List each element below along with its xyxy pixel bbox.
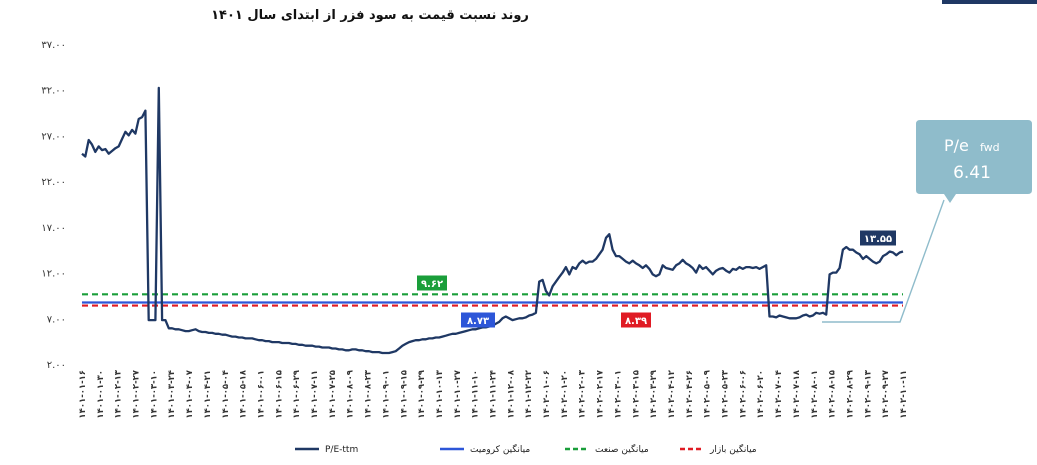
x-tick-label: ۱۴۰۲-۰۴-۱۲ bbox=[667, 369, 677, 418]
x-tick-label: ۱۴۰۱-۰۳-۱۰ bbox=[149, 370, 159, 419]
y-axis: ۲.۰۰ ۷.۰۰ ۱۲.۰۰ ۱۷.۰۰ ۲۲.۰۰ ۲۷.۰۰ ۳۲.۰۰ ۳۷.۰۰ bbox=[41, 40, 66, 371]
callout-sublabel: fwd bbox=[980, 141, 1000, 154]
data-label-box bbox=[461, 312, 495, 328]
x-tick-label: ۱۴۰۱-۰۹-۲۹ bbox=[417, 369, 427, 418]
x-tick-label: ۱۴۰۱-۰۵-۰۴ bbox=[221, 370, 231, 419]
x-tick-label: ۱۴۰۲-۰۷-۱۸ bbox=[792, 369, 802, 418]
reference-lines bbox=[82, 293, 903, 307]
x-tick-label: ۱۴۰۲-۰۱-۰۶ bbox=[542, 370, 552, 419]
x-tick-label: ۱۴۰۲-۰۴-۲۶ bbox=[685, 370, 695, 419]
y-tick-label: ۱۷.۰۰ bbox=[41, 223, 66, 234]
data-label-box bbox=[417, 275, 447, 291]
data-label: ۸.۳۹ bbox=[625, 316, 647, 327]
data-label: ۱۳.۵۵ bbox=[864, 234, 892, 245]
x-tick-label: ۱۴۰۲-۰۱-۲۰ bbox=[560, 370, 570, 419]
x-tick-label: ۱۴۰۱-۰۶-۱۵ bbox=[274, 370, 284, 419]
x-tick-label: ۱۴۰۱-۰۱-۱۶ bbox=[78, 370, 88, 419]
x-tick-label: ۱۴۰۲-۰۷-۰۴ bbox=[774, 370, 784, 419]
corner-accent-bar bbox=[942, 0, 1037, 4]
x-tick-label: ۱۴۰۱-۰۲-۲۷ bbox=[132, 369, 142, 418]
legend-entry: P/E-ttm bbox=[325, 445, 358, 455]
y-tick-label: ۳۷.۰۰ bbox=[41, 40, 66, 51]
y-tick-label: ۲۲.۰۰ bbox=[41, 177, 66, 188]
x-axis: ۱۴۰۱-۰۱-۱۶ ۱۴۰۱-۰۱-۳۰ ۱۴۰۱-۰۲-۱۳ ۱۴۰۱-۰۲-۲۷… bbox=[78, 369, 909, 418]
x-tick-label: ۱۴۰۱-۱۲-۲۲ bbox=[524, 369, 534, 418]
x-tick-label: ۱۴۰۲-۰۲-۰۳ bbox=[578, 369, 588, 418]
x-tick-label: ۱۴۰۱-۰۴-۰۷ bbox=[185, 369, 195, 418]
x-tick-label: ۱۴۰۱-۰۶-۰۱ bbox=[256, 370, 266, 419]
x-tick-label: ۱۴۰۱-۰۴-۲۱ bbox=[203, 370, 213, 419]
x-tick-label: ۱۴۰۱-۱۱-۱۰ bbox=[471, 370, 481, 419]
x-tick-label: ۱۴۰۱-۰۵-۱۸ bbox=[239, 369, 249, 418]
y-tick-label: ۷.۰۰ bbox=[47, 314, 66, 325]
callout-value: 6.41 bbox=[953, 163, 991, 183]
x-tick-label: ۱۴۰۱-۰۷-۲۵ bbox=[328, 370, 338, 419]
data-label-box bbox=[621, 312, 651, 328]
callout-leader-line bbox=[822, 199, 945, 323]
data-labels: ۹.۶۲ ۸.۷۳ ۸.۳۹ ۱۳.۵۵ bbox=[417, 230, 896, 328]
x-tick-label: ۱۴۰۱-۰۲-۱۳ bbox=[114, 369, 124, 418]
x-tick-label: ۱۴۰۱-۱۲-۰۸ bbox=[506, 369, 516, 418]
legend-entry: میانگین بازار bbox=[709, 443, 757, 455]
x-tick-label: ۱۴۰۲-۰۸-۰۱ bbox=[810, 370, 820, 419]
y-tick-label: ۱۲.۰۰ bbox=[41, 269, 66, 280]
legend-entry: میانگین صنعت bbox=[595, 443, 649, 455]
x-tick-label: ۱۴۰۱-۰۶-۲۹ bbox=[292, 369, 302, 418]
x-tick-label: ۱۴۰۲-۱۰-۱۱ bbox=[899, 370, 909, 419]
x-tick-label: ۱۴۰۱-۱۰-۱۳ bbox=[435, 369, 445, 418]
x-tick-label: ۱۴۰۱-۱۱-۲۴ bbox=[489, 370, 499, 419]
data-label: ۸.۷۳ bbox=[467, 316, 489, 327]
x-tick-label: ۱۴۰۱-۱۰-۲۷ bbox=[453, 369, 463, 418]
x-tick-label: ۱۴۰۲-۰۵-۲۳ bbox=[721, 369, 731, 418]
x-tick-label: ۱۴۰۲-۰۳-۰۱ bbox=[613, 370, 623, 419]
x-tick-label: ۱۴۰۲-۰۹-۲۷ bbox=[881, 369, 891, 418]
x-tick-label: ۱۴۰۱-۰۹-۰۱ bbox=[381, 370, 391, 419]
x-tick-label: ۱۴۰۲-۰۶-۰۶ bbox=[738, 370, 748, 419]
x-tick-label: ۱۴۰۲-۰۸-۱۵ bbox=[828, 370, 838, 419]
x-tick-label: ۱۴۰۲-۰۳-۱۵ bbox=[631, 370, 641, 419]
x-tick-label: ۱۴۰۲-۰۲-۱۷ bbox=[596, 369, 606, 418]
x-tick-label: ۱۴۰۱-۰۸-۰۹ bbox=[346, 369, 356, 418]
x-tick-label: ۱۴۰۲-۰۳-۲۹ bbox=[649, 369, 659, 418]
callout-label: P/e bbox=[944, 136, 969, 155]
x-tick-label: ۱۴۰۲-۰۹-۱۳ bbox=[863, 369, 873, 418]
x-tick-label: ۱۴۰۲-۰۸-۲۹ bbox=[845, 369, 855, 418]
x-tick-label: ۱۴۰۲-۰۵-۰۹ bbox=[703, 369, 713, 418]
pe-forward-callout: P/e fwd 6.41 bbox=[822, 120, 1032, 323]
chart-title: روند نسبت قیمت به سود فزر از ابتدای سال … bbox=[211, 8, 529, 23]
x-tick-label: ۱۴۰۲-۰۶-۲۰ bbox=[756, 370, 766, 419]
callout-box bbox=[916, 120, 1032, 203]
x-tick-label: ۱۴۰۱-۰۹-۱۵ bbox=[399, 370, 409, 419]
legend: P/E-ttm میانگین کرومیت میانگین صنعت میانگین… bbox=[295, 443, 757, 455]
legend-entry: میانگین کرومیت bbox=[470, 443, 530, 455]
y-tick-label: ۳۲.۰۰ bbox=[41, 86, 66, 97]
y-tick-label: ۲۷.۰۰ bbox=[41, 131, 66, 142]
y-tick-label: ۲.۰۰ bbox=[47, 360, 66, 371]
x-tick-label: ۱۴۰۱-۰۷-۱۱ bbox=[310, 370, 320, 419]
data-label-box bbox=[860, 230, 896, 246]
x-tick-label: ۱۴۰۱-۰۳-۲۴ bbox=[167, 370, 177, 419]
data-label: ۹.۶۲ bbox=[421, 279, 443, 290]
x-tick-label: ۱۴۰۱-۰۱-۳۰ bbox=[96, 370, 106, 419]
x-tick-label: ۱۴۰۱-۰۸-۲۳ bbox=[364, 369, 374, 418]
